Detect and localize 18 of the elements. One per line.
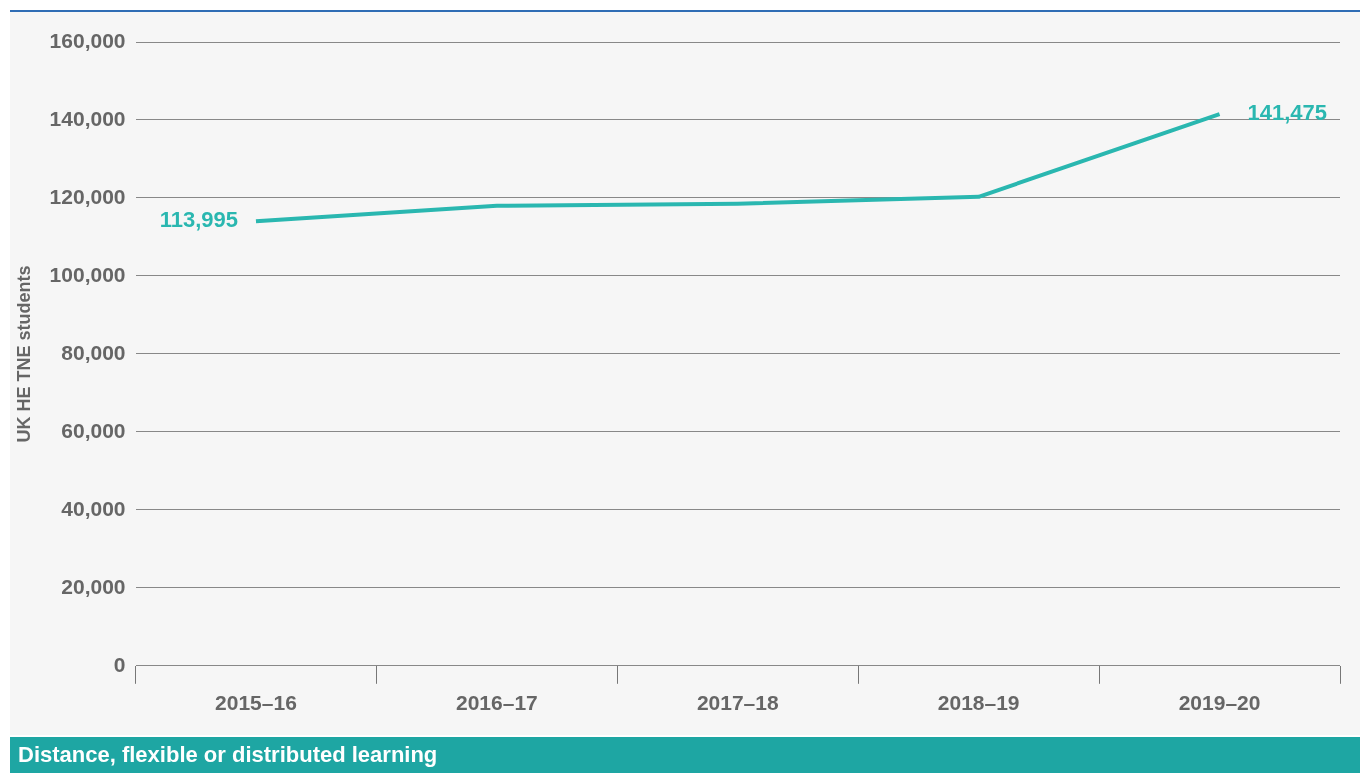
x-tick-label: 2019–20 xyxy=(1178,691,1261,715)
x-tick-label: 2017–18 xyxy=(696,691,779,715)
data-label: 113,995 xyxy=(159,207,238,233)
data-label: 141,475 xyxy=(1247,100,1328,126)
y-tick-label: 160,000 xyxy=(49,28,126,52)
text: Distance, flexible or distributed learning xyxy=(10,737,1360,773)
y-tick-label: 60,000 xyxy=(61,418,126,442)
x-tick-label: 2018–19 xyxy=(937,691,1020,715)
y-tick-label: 80,000 xyxy=(61,340,126,364)
x-tick-label: 2015–16 xyxy=(215,691,297,715)
y-tick-label: 100,000 xyxy=(49,262,126,286)
x-tick-label: 2016–17 xyxy=(455,691,538,715)
y-tick-label: 0 xyxy=(113,652,126,676)
y-axis-title: UK HE TNE students xyxy=(13,265,34,443)
y-tick-label: 140,000 xyxy=(49,106,126,130)
y-tick-label: 40,000 xyxy=(61,496,126,520)
y-tick-label: 120,000 xyxy=(49,184,126,208)
y-tick-label: 20,000 xyxy=(61,574,126,598)
